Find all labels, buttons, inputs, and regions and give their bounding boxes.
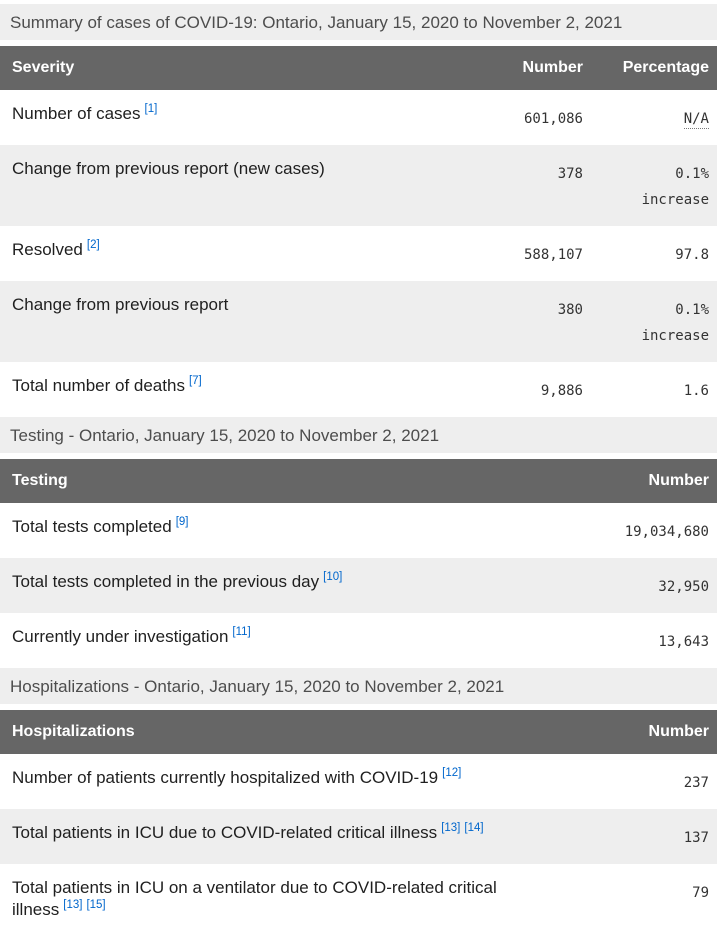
row-number: 380 bbox=[471, 281, 591, 362]
column-header-number: Number bbox=[471, 46, 591, 90]
row-label: Resolved bbox=[12, 240, 83, 259]
footnote-link[interactable]: [12] bbox=[442, 767, 462, 780]
row-number: 378 bbox=[471, 145, 591, 226]
row-label: Number of cases bbox=[12, 104, 141, 123]
section-caption-summary: Summary of cases of COVID-19: Ontario, J… bbox=[0, 4, 717, 40]
table-row: Total tests completed [9] 19,034,680 bbox=[0, 503, 717, 558]
hospitalizations-table: Hospitalizations Number Number of patien… bbox=[0, 710, 717, 934]
row-number: 601,086 bbox=[471, 90, 591, 145]
row-label: Number of patients currently hospitalize… bbox=[12, 768, 439, 787]
row-number: 13,643 bbox=[577, 613, 717, 668]
row-percentage: 97.8 bbox=[591, 226, 717, 281]
table-row: Total tests completed in the previous da… bbox=[0, 558, 717, 613]
testing-header-row: Testing Number bbox=[0, 459, 717, 503]
row-label: Total patients in ICU due to COVID-relat… bbox=[12, 823, 438, 842]
column-header-testing: Testing bbox=[0, 459, 577, 503]
column-header-number: Number bbox=[577, 459, 717, 503]
table-row: Resolved [2] 588,107 97.8 bbox=[0, 226, 717, 281]
column-header-number: Number bbox=[577, 710, 717, 754]
section-caption-testing: Testing - Ontario, January 15, 2020 to N… bbox=[0, 417, 717, 453]
column-header-percentage: Percentage bbox=[591, 46, 717, 90]
footnote-link[interactable]: [11] bbox=[232, 626, 251, 639]
row-number: 237 bbox=[577, 754, 717, 809]
row-label: Change from previous report bbox=[12, 295, 229, 314]
column-header-severity: Severity bbox=[0, 46, 471, 90]
row-number: 137 bbox=[577, 809, 717, 864]
table-row: Currently under investigation [11] 13,643 bbox=[0, 613, 717, 668]
row-number: 79 bbox=[577, 864, 717, 934]
hospitalizations-header-row: Hospitalizations Number bbox=[0, 710, 717, 754]
table-row: Total number of deaths [7] 9,886 1.6 bbox=[0, 362, 717, 417]
row-label: Total patients in ICU on a ventilator du… bbox=[12, 878, 497, 919]
table-row: Number of cases [1] 601,086 N/A bbox=[0, 90, 717, 145]
footnote-link[interactable]: [13] bbox=[63, 899, 83, 912]
na-abbreviation[interactable]: N/A bbox=[683, 111, 709, 129]
covid-summary-page: Summary of cases of COVID-19: Ontario, J… bbox=[0, 4, 717, 934]
table-row: Number of patients currently hospitalize… bbox=[0, 754, 717, 809]
footnote-link[interactable]: [9] bbox=[175, 516, 189, 529]
row-number: 588,107 bbox=[471, 226, 591, 281]
row-percentage: 0.1% increase bbox=[591, 145, 717, 226]
row-label: Total number of deaths bbox=[12, 376, 185, 395]
table-row: Total patients in ICU on a ventilator du… bbox=[0, 864, 717, 934]
testing-table: Testing Number Total tests completed [9] … bbox=[0, 459, 717, 668]
footnote-link[interactable]: [2] bbox=[86, 239, 100, 252]
summary-header-row: Severity Number Percentage bbox=[0, 46, 717, 90]
section-hospitalizations: Hospitalizations - Ontario, January 15, … bbox=[0, 668, 717, 934]
section-testing: Testing - Ontario, January 15, 2020 to N… bbox=[0, 417, 717, 668]
row-number: 32,950 bbox=[577, 558, 717, 613]
row-label: Total tests completed in the previous da… bbox=[12, 572, 320, 591]
footnote-link[interactable]: [1] bbox=[144, 103, 158, 116]
table-row: Change from previous report (new cases) … bbox=[0, 145, 717, 226]
section-summary: Summary of cases of COVID-19: Ontario, J… bbox=[0, 4, 717, 417]
footnote-link[interactable]: [15] bbox=[86, 899, 106, 912]
column-header-hospitalizations: Hospitalizations bbox=[0, 710, 577, 754]
row-number: 19,034,680 bbox=[577, 503, 717, 558]
row-label: Currently under investigation bbox=[12, 627, 229, 646]
row-label: Change from previous report (new cases) bbox=[12, 159, 325, 178]
section-caption-hospitalizations: Hospitalizations - Ontario, January 15, … bbox=[0, 668, 717, 704]
row-label: Total tests completed bbox=[12, 517, 172, 536]
footnote-link[interactable]: [14] bbox=[464, 822, 484, 835]
row-percentage: 1.6 bbox=[591, 362, 717, 417]
footnote-link[interactable]: [10] bbox=[323, 571, 343, 584]
summary-table: Severity Number Percentage Number of cas… bbox=[0, 46, 717, 417]
table-row: Total patients in ICU due to COVID-relat… bbox=[0, 809, 717, 864]
table-row: Change from previous report 380 0.1% inc… bbox=[0, 281, 717, 362]
footnote-link[interactable]: [7] bbox=[188, 375, 202, 388]
footnote-link[interactable]: [13] bbox=[441, 822, 461, 835]
row-percentage: 0.1% increase bbox=[591, 281, 717, 362]
row-number: 9,886 bbox=[471, 362, 591, 417]
